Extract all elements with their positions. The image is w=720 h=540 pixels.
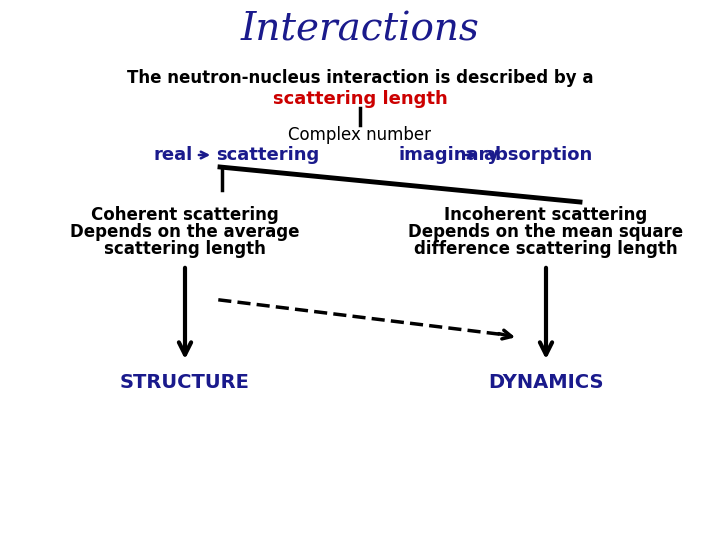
- Text: Interactions: Interactions: [240, 11, 480, 49]
- Text: scattering: scattering: [216, 146, 319, 164]
- Text: The neutron-nucleus interaction is described by a: The neutron-nucleus interaction is descr…: [127, 69, 593, 87]
- Text: DYNAMICS: DYNAMICS: [488, 373, 604, 392]
- Text: scattering length: scattering length: [273, 90, 447, 108]
- Text: Depends on the average: Depends on the average: [71, 223, 300, 241]
- Text: Depends on the mean square: Depends on the mean square: [408, 223, 683, 241]
- Text: absorption: absorption: [483, 146, 593, 164]
- Text: Complex number: Complex number: [289, 126, 431, 144]
- Text: Coherent scattering: Coherent scattering: [91, 206, 279, 224]
- Text: STRUCTURE: STRUCTURE: [120, 373, 250, 392]
- Text: scattering length: scattering length: [104, 240, 266, 258]
- Text: imaginary: imaginary: [398, 146, 499, 164]
- Text: Incoherent scattering: Incoherent scattering: [444, 206, 647, 224]
- Text: real: real: [154, 146, 193, 164]
- Text: difference scattering length: difference scattering length: [414, 240, 678, 258]
